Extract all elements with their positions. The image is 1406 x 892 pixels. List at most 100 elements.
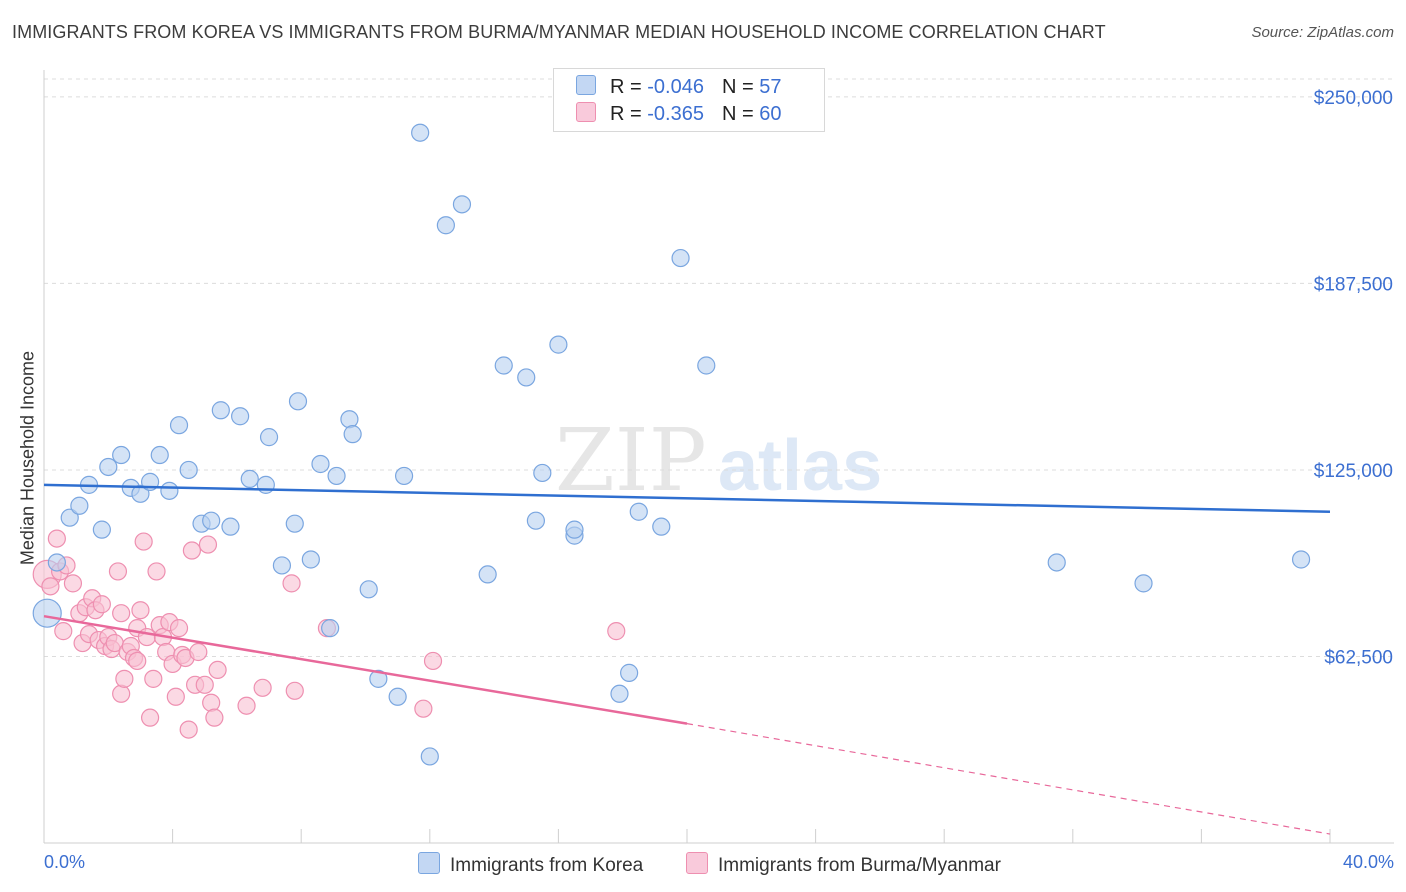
korea-point <box>202 511 221 530</box>
korea-point <box>359 580 378 599</box>
burma-n-value: 60 <box>759 103 782 125</box>
burma-point <box>144 669 163 688</box>
legend-row-burma: R = -0.365 N = 60 <box>576 102 781 126</box>
burma-swatch <box>576 102 596 122</box>
correlation-legend: R = -0.046 N = 57 R = -0.365 N = 60 <box>553 68 825 132</box>
korea-point <box>549 335 568 354</box>
burma-point <box>47 529 66 548</box>
burma-point <box>205 708 224 727</box>
korea-point <box>620 663 639 682</box>
korea-point <box>231 407 250 426</box>
korea-point <box>565 520 584 539</box>
watermark: ZIP atlas <box>555 411 882 511</box>
burma-trend-extension <box>686 723 1331 835</box>
korea-point <box>179 460 198 480</box>
burma-point <box>112 604 131 623</box>
korea-point <box>240 469 259 489</box>
korea-point <box>311 454 330 474</box>
burma-point <box>423 651 443 671</box>
korea-point <box>340 410 359 429</box>
korea-point <box>32 598 62 628</box>
korea-point <box>652 517 671 536</box>
burma-point <box>108 562 128 581</box>
korea-point <box>533 463 552 483</box>
korea-point <box>47 553 66 572</box>
burma-n-label: N = <box>721 103 760 125</box>
burma-points <box>32 529 626 739</box>
korea-point <box>321 619 340 638</box>
burma-point <box>169 619 189 638</box>
x-tick-label-max: 40.0% <box>1342 852 1394 872</box>
burma-point <box>202 693 221 712</box>
burma-legend-label: Immigrants from Burma/Myanmar <box>718 855 1001 876</box>
burma-point <box>195 675 214 694</box>
source-credit: Source: ZipAtlas.com <box>1251 24 1394 41</box>
burma-point <box>140 708 160 727</box>
burma-point <box>134 532 153 551</box>
y-axis-title: Median Household Income <box>17 350 38 566</box>
burma-trend-line <box>43 614 688 725</box>
korea-point <box>452 195 472 214</box>
korea-point <box>369 669 388 688</box>
korea-point <box>99 457 118 477</box>
y-tick-label: $187,500 <box>1314 274 1393 295</box>
korea-point <box>1047 553 1066 572</box>
korea-n-value: 57 <box>759 76 782 98</box>
korea-point <box>494 356 513 375</box>
burma-point <box>253 678 272 697</box>
korea-points <box>32 123 1311 766</box>
burma-point <box>115 669 134 688</box>
burma-point <box>182 541 201 560</box>
korea-point <box>285 514 304 533</box>
korea-trend-line <box>43 483 1331 513</box>
korea-point <box>394 466 414 486</box>
burma-point <box>92 595 111 614</box>
korea-point <box>478 565 497 584</box>
korea-point <box>160 481 179 500</box>
korea-point <box>327 466 346 486</box>
burma-r-label: R = <box>610 103 648 125</box>
burma-point <box>166 687 185 706</box>
y-tick-label: $250,000 <box>1314 88 1393 109</box>
korea-r-label: R = <box>610 76 648 98</box>
korea-point <box>169 416 189 435</box>
x-tick-label-min: 0.0% <box>44 852 86 872</box>
bottom-legend-korea: Immigrants from Korea <box>418 852 643 877</box>
burma-legend-swatch <box>686 852 708 874</box>
burma-point <box>179 720 198 739</box>
burma-point <box>112 684 131 703</box>
watermark-atlas: atlas <box>718 426 882 506</box>
burma-point <box>208 660 227 680</box>
korea-point <box>436 216 455 235</box>
korea-point <box>411 123 430 142</box>
korea-point <box>517 368 536 387</box>
korea-point <box>301 550 320 569</box>
korea-point <box>288 392 308 411</box>
chart-title: IMMIGRANTS FROM KOREA VS IMMIGRANTS FROM… <box>12 22 1106 42</box>
axes <box>43 70 1394 844</box>
gridlines <box>44 78 1394 657</box>
korea-legend-swatch <box>418 852 440 874</box>
burma-point <box>237 696 256 715</box>
korea-point <box>526 511 545 530</box>
burma-r-value: -0.365 <box>647 103 704 125</box>
burma-point <box>147 562 166 581</box>
korea-point <box>1291 550 1311 569</box>
korea-point <box>259 428 279 447</box>
korea-point <box>272 556 292 575</box>
burma-point <box>131 601 150 620</box>
burma-point <box>285 681 304 700</box>
korea-point <box>211 401 230 420</box>
y-tick-label: $125,000 <box>1314 461 1393 482</box>
korea-point <box>671 248 690 268</box>
korea-point <box>697 356 716 375</box>
korea-point <box>131 484 150 503</box>
korea-point <box>112 445 131 465</box>
korea-point <box>150 445 169 465</box>
burma-point <box>128 651 147 671</box>
y-tick-labels: $62,500 $125,000 $187,500 $250,000 <box>1314 88 1393 669</box>
burma-point <box>414 699 433 718</box>
korea-point <box>221 517 240 536</box>
korea-point <box>343 425 362 444</box>
